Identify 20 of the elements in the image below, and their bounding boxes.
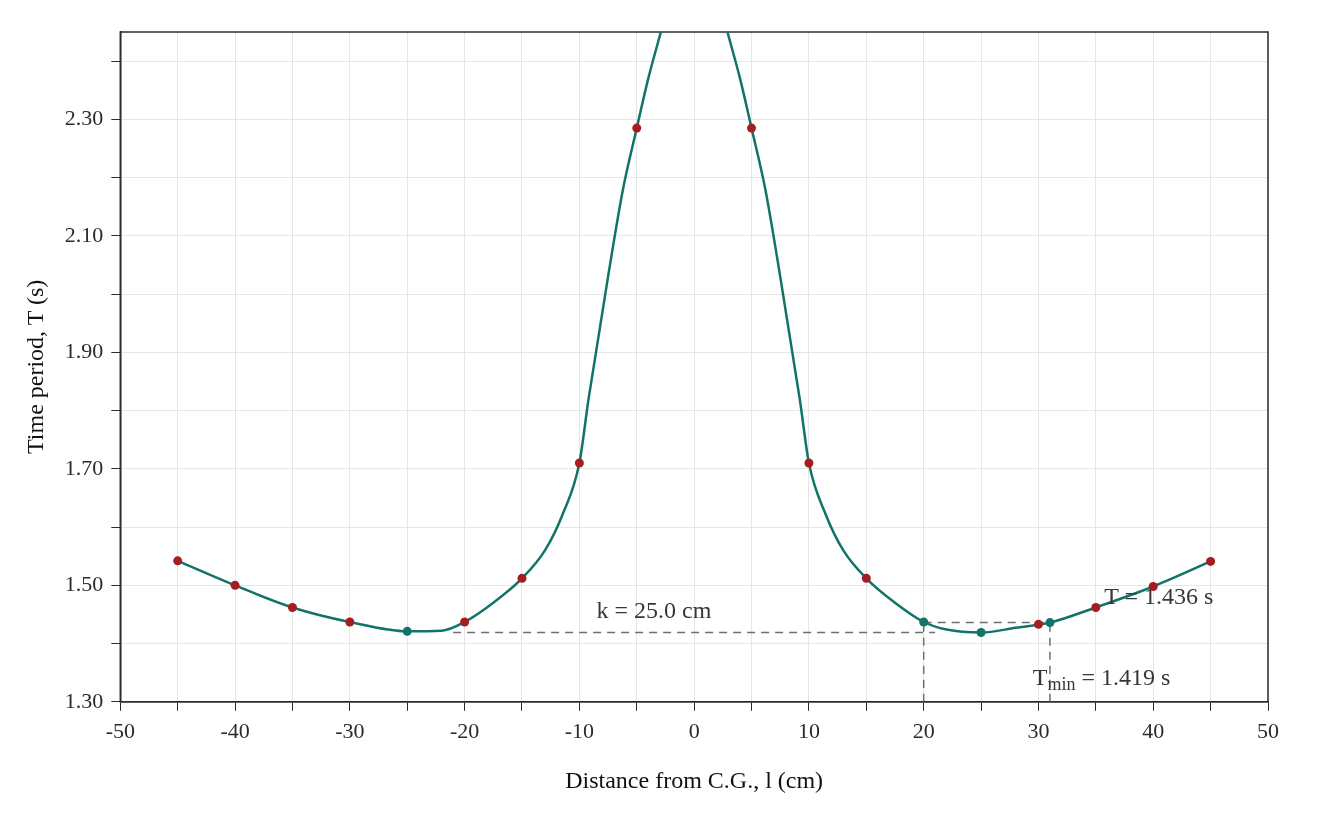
x-tick-label: 40 (1142, 717, 1165, 743)
y-axis-title: Time period, T (s) (21, 279, 48, 455)
y-tick-label: 1.50 (64, 571, 104, 597)
x-tick-label: 20 (912, 717, 935, 743)
x-axis-title: Distance from C.G., l (cm) (565, 766, 824, 793)
x-tick-label: -40 (220, 717, 250, 743)
x-tick-label: 50 (1257, 717, 1279, 743)
y-tick-label: 2.30 (64, 105, 104, 131)
annotation: k = 25.0 cm (596, 596, 712, 623)
x-tick-label: 30 (1027, 717, 1050, 743)
y-tick-label: 1.30 (64, 687, 104, 713)
y-tick-label: 1.90 (64, 338, 104, 364)
x-tick-label: -20 (449, 717, 480, 743)
x-tick-label: 0 (688, 717, 700, 743)
x-tick-label: -50 (105, 717, 135, 743)
y-tick-label: 1.70 (64, 454, 104, 480)
x-tick-label: 10 (797, 717, 820, 743)
x-tick-label: -10 (564, 717, 595, 743)
y-tick-label: 2.10 (64, 221, 104, 247)
x-tick-label: -30 (335, 717, 365, 743)
